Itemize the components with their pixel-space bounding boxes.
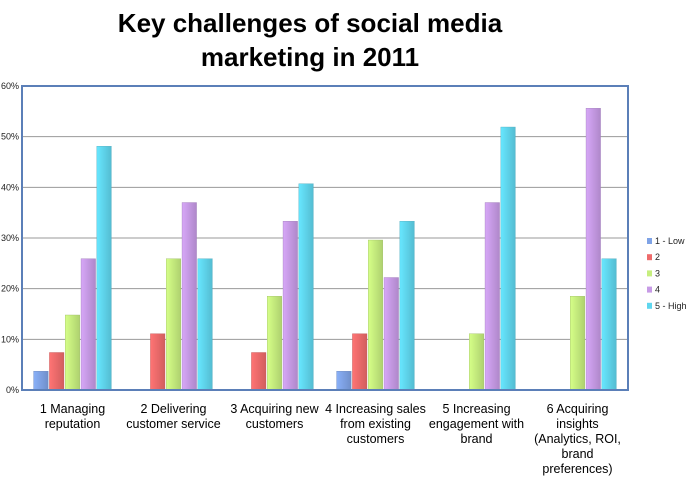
bar (500, 126, 516, 391)
bar (150, 333, 166, 391)
legend: 1 - Low 2 3 4 5 - High (647, 236, 687, 311)
bar (251, 352, 267, 391)
y-tick-label: 0% (6, 385, 19, 395)
bar (368, 239, 383, 391)
bar (96, 146, 112, 391)
gridlines (22, 136, 628, 340)
y-tick-label: 60% (1, 81, 19, 91)
x-category-label: 5 Increasing engagement with brand (429, 402, 524, 446)
bar (33, 371, 49, 391)
legend-label: 5 - High (655, 301, 687, 311)
bar (336, 371, 352, 391)
bar (601, 258, 617, 391)
bar (282, 221, 298, 391)
y-tick-label: 10% (1, 334, 19, 344)
x-category-label: 3 Acquiring new customers (230, 402, 319, 431)
plot-frame-border (21, 85, 629, 391)
bar (399, 221, 415, 391)
y-axis-ticks: 0% 10% 20% 30% 40% 50% 60% (1, 81, 19, 395)
bar (383, 277, 399, 391)
y-tick-label: 20% (1, 284, 19, 294)
legend-label: 3 (655, 268, 660, 278)
x-axis-labels: 1 Managing reputation 2 Delivering customer… (40, 402, 621, 476)
chart-title: Key challenges of social media marketing… (0, 6, 620, 74)
chart-title-line-1: Key challenges of social media (117, 8, 503, 38)
bar (197, 258, 213, 391)
x-category-label: 1 Managing reputation (40, 402, 105, 431)
bar (166, 258, 181, 391)
y-tick-label: 30% (1, 233, 19, 243)
legend-swatch (647, 286, 652, 293)
x-category-label: 4 Increasing sales from existing customers (325, 402, 426, 446)
y-tick-label: 50% (1, 132, 19, 142)
bar (267, 296, 282, 391)
x-category-label: 6 Acquiring insights (Analytics, ROI, brand… (534, 402, 621, 476)
x-category-label: 2 Delivering customer service (126, 402, 221, 431)
legend-swatch (647, 238, 652, 244)
legend-swatch (647, 254, 652, 261)
bars (33, 108, 617, 391)
plot-frame (21, 85, 629, 391)
bar (469, 333, 484, 391)
bar (49, 352, 65, 391)
bar (80, 258, 96, 391)
legend-swatch (647, 302, 652, 309)
bar (181, 202, 197, 391)
y-tick-label: 40% (1, 182, 19, 192)
chart-title-line-2: marketing in 2011 (200, 42, 420, 72)
bar (298, 183, 314, 391)
legend-label: 1 - Low (655, 236, 685, 246)
legend-label: 2 (655, 252, 660, 262)
bar (570, 296, 585, 391)
legend-swatch (647, 270, 652, 277)
bar (352, 333, 368, 391)
bar (65, 314, 80, 391)
bar (585, 108, 601, 391)
legend-label: 4 (655, 285, 660, 295)
bar (484, 202, 500, 391)
